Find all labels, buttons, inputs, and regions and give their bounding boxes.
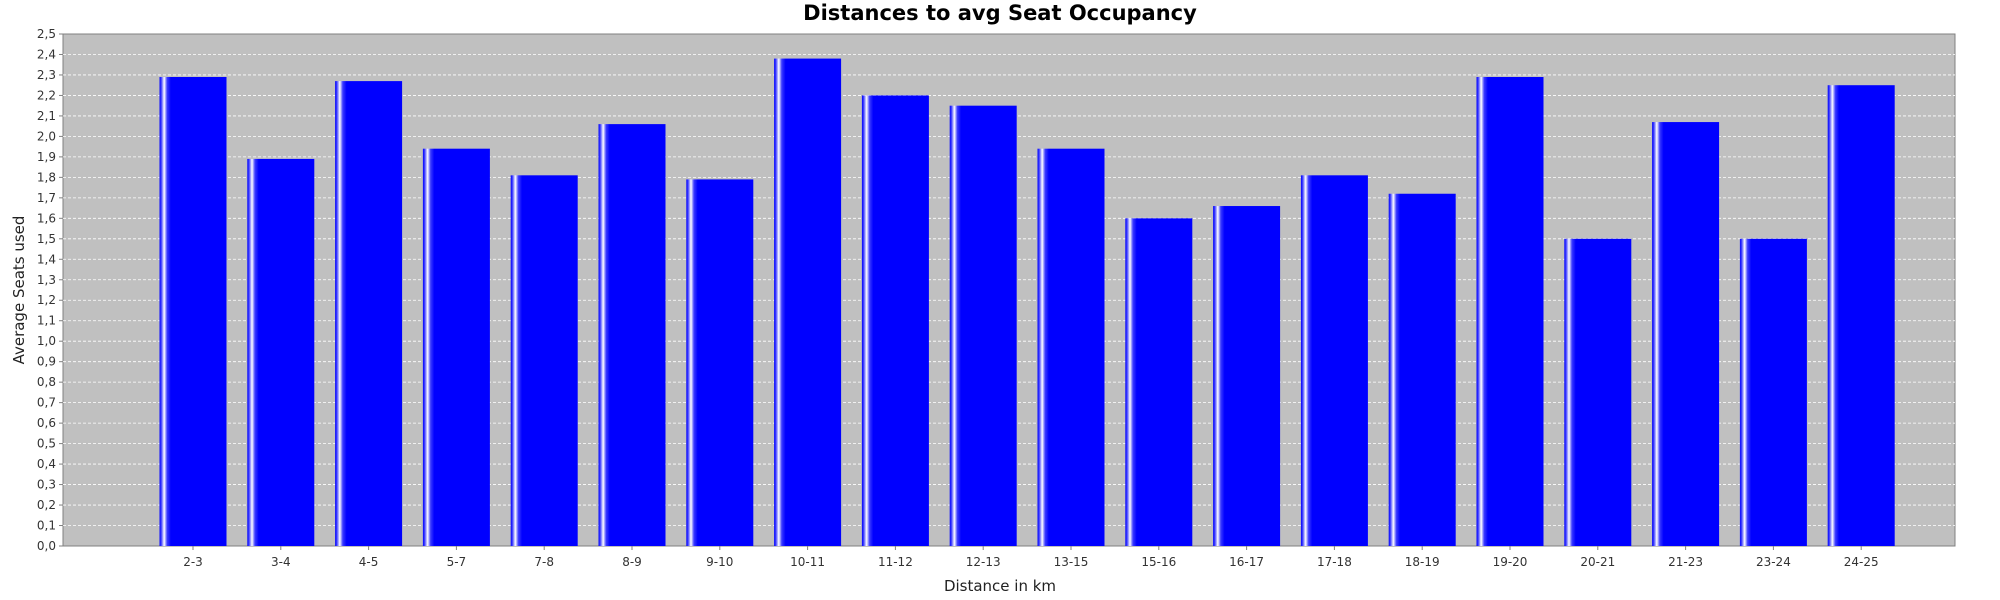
x-tick-label: 5-7 xyxy=(447,555,467,569)
y-tick-label: 1,9 xyxy=(37,150,56,164)
bar-24-25 xyxy=(1827,85,1895,546)
y-tick-label: 2,1 xyxy=(37,109,56,123)
x-tick-label: 20-21 xyxy=(1580,555,1615,569)
bars xyxy=(159,58,1895,547)
y-tick-label: 0,4 xyxy=(37,457,56,471)
y-tick-label: 0,9 xyxy=(37,355,56,369)
y-tick-label: 2,0 xyxy=(37,129,56,143)
y-tick-label: 1,7 xyxy=(37,191,56,205)
x-tick-label: 3-4 xyxy=(271,555,291,569)
x-tick-label: 4-5 xyxy=(359,555,379,569)
x-tick-label: 11-12 xyxy=(878,555,913,569)
bar-7-8 xyxy=(510,175,578,546)
y-axis-ticks: 0,0 0,1 0,2 0,3 0,4 0,5 0,6 0,7 0,8 0,9 1,0 1,1 1,2 1… xyxy=(37,27,63,553)
chart-title: Distances to avg Seat Occupancy xyxy=(803,1,1197,25)
x-axis-label: Distance in km xyxy=(944,577,1056,595)
y-tick-label: 0,6 xyxy=(37,416,56,430)
x-tick-label: 9-10 xyxy=(706,555,733,569)
bar-11-12 xyxy=(861,95,929,546)
x-tick-label: 8-9 xyxy=(622,555,642,569)
x-tick-label: 10-11 xyxy=(790,555,825,569)
bar-8-9 xyxy=(598,124,666,546)
y-tick-label: 0,2 xyxy=(37,498,56,512)
y-tick-label: 2,4 xyxy=(37,47,56,61)
y-tick-label: 0,7 xyxy=(37,396,56,410)
y-tick-label: 1,4 xyxy=(37,252,56,266)
bar-5-7 xyxy=(422,148,490,547)
x-axis-ticks: 2-3 3-4 4-5 5-7 7-8 8-9 9-10 10-11 11-12 12-13 13-… xyxy=(183,546,1879,569)
bar-23-24 xyxy=(1739,238,1807,547)
bar-21-23 xyxy=(1652,122,1720,547)
x-tick-label: 15-16 xyxy=(1141,555,1176,569)
y-tick-label: 1,2 xyxy=(37,293,56,307)
x-tick-label: 19-20 xyxy=(1493,555,1528,569)
y-tick-label: 1,1 xyxy=(37,314,56,328)
bar-20-21 xyxy=(1564,238,1632,547)
bar-19-20 xyxy=(1476,77,1544,547)
bar-2-3 xyxy=(159,77,227,547)
y-tick-label: 0,1 xyxy=(37,519,56,533)
y-tick-label: 1,6 xyxy=(37,211,56,225)
x-tick-label: 13-15 xyxy=(1054,555,1089,569)
x-tick-label: 7-8 xyxy=(534,555,554,569)
y-tick-label: 2,5 xyxy=(37,27,56,41)
y-tick-label: 1,8 xyxy=(37,170,56,184)
bar-3-4 xyxy=(247,158,315,547)
bar-9-10 xyxy=(686,179,754,546)
bar-10-11 xyxy=(774,58,842,547)
y-tick-label: 2,2 xyxy=(37,88,56,102)
bar-15-16 xyxy=(1125,218,1193,546)
y-tick-label: 1,5 xyxy=(37,232,56,246)
x-tick-label: 24-25 xyxy=(1844,555,1879,569)
y-tick-label: 0,5 xyxy=(37,437,56,451)
bar-16-17 xyxy=(1213,206,1281,547)
y-axis-label: Average Seats used xyxy=(10,216,28,365)
y-tick-label: 1,0 xyxy=(37,334,56,348)
y-tick-label: 2,3 xyxy=(37,68,56,82)
x-tick-label: 21-23 xyxy=(1668,555,1703,569)
y-tick-label: 1,3 xyxy=(37,273,56,287)
x-tick-label: 17-18 xyxy=(1317,555,1352,569)
x-tick-label: 16-17 xyxy=(1229,555,1264,569)
y-tick-label: 0,8 xyxy=(37,375,56,389)
y-tick-label: 0,3 xyxy=(37,478,56,492)
bar-4-5 xyxy=(335,81,403,546)
x-tick-label: 2-3 xyxy=(183,555,203,569)
x-tick-label: 18-19 xyxy=(1405,555,1440,569)
bar-12-13 xyxy=(949,105,1017,547)
bar-18-19 xyxy=(1388,193,1456,546)
bar-13-15 xyxy=(1037,148,1105,547)
x-tick-label: 23-24 xyxy=(1756,555,1791,569)
y-tick-label: 0,0 xyxy=(37,539,56,553)
x-tick-label: 12-13 xyxy=(966,555,1001,569)
bar-17-18 xyxy=(1300,175,1368,546)
